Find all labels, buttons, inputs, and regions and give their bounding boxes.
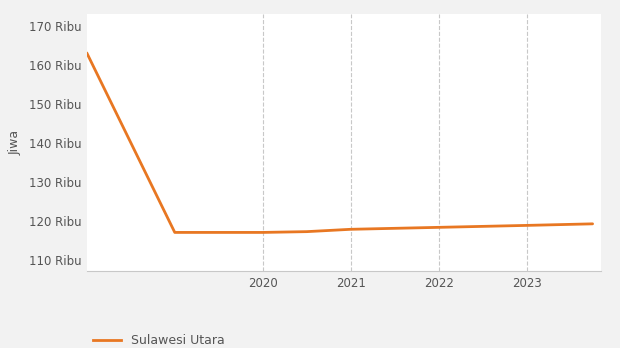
Sulawesi Utara bbox=[435, 225, 443, 229]
Sulawesi Utara bbox=[171, 230, 179, 235]
Sulawesi Utara bbox=[83, 51, 91, 55]
Y-axis label: Jiwa: Jiwa bbox=[9, 130, 22, 155]
Sulawesi Utara bbox=[303, 230, 311, 234]
Legend: Sulawesi Utara: Sulawesi Utara bbox=[93, 334, 224, 347]
Sulawesi Utara bbox=[523, 223, 530, 228]
Sulawesi Utara bbox=[259, 230, 267, 235]
Sulawesi Utara bbox=[589, 222, 596, 226]
Sulawesi Utara bbox=[347, 227, 355, 231]
Line: Sulawesi Utara: Sulawesi Utara bbox=[87, 53, 593, 232]
